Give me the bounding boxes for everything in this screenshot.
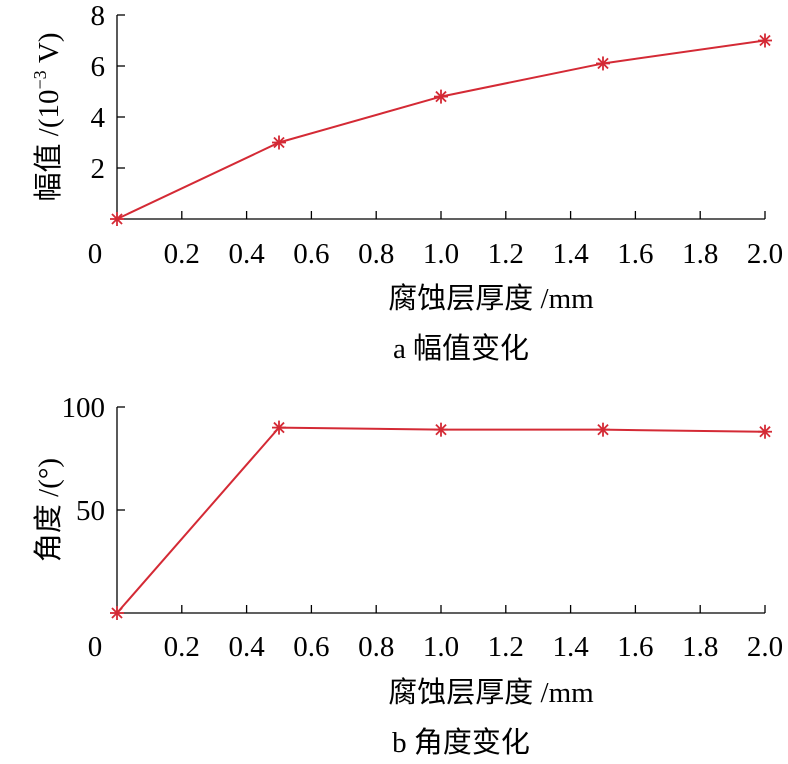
y-axis-label-suffix: V) — [33, 33, 65, 71]
x-tick-label: 0.8 — [358, 631, 394, 663]
x-tick-label: 1.2 — [488, 238, 524, 270]
y-tick-label: 100 — [62, 392, 106, 424]
x-tick-label: 0 — [88, 238, 103, 270]
x-tick-label: 1.6 — [617, 631, 653, 663]
data-point-marker — [110, 606, 124, 620]
marker-stroke — [111, 213, 123, 225]
x-axis-label: 腐蚀层厚度 /mm — [388, 282, 594, 315]
y-axis-label: 幅值 /(10−3 V) — [30, 33, 65, 202]
x-tick-label: 0.4 — [228, 238, 265, 270]
x-tick-label: 2.0 — [747, 238, 783, 270]
chart-a: 0 0.2 0.4 0.6 0.8 1.0 1.2 1.4 1.6 1.8 2.0 2 4 6 8 腐蚀层厚度… — [30, 0, 783, 365]
marker-stroke — [759, 34, 771, 47]
x-tick-label: 1.4 — [552, 631, 589, 663]
data-point-marker — [272, 135, 286, 150]
data-point-marker — [596, 56, 610, 71]
marker-stroke — [111, 607, 123, 619]
data-point-marker — [272, 420, 286, 435]
x-tick-label: 0.4 — [228, 631, 265, 663]
x-tick-label: 1.6 — [617, 238, 653, 270]
x-tick-label: 1.4 — [552, 238, 589, 270]
x-tick-label: 1.2 — [488, 631, 524, 663]
marker-stroke — [759, 426, 771, 438]
y-tick-label: 8 — [91, 0, 106, 32]
data-point-marker — [596, 422, 610, 437]
marker-stroke — [597, 57, 609, 70]
series-line — [116, 39, 766, 220]
data-point-marker — [758, 33, 772, 48]
y-axis-label: 角度 /(°) — [32, 458, 65, 562]
y-axis-label-prefix: 角度 /(°) — [32, 458, 65, 562]
x-axis-label: 腐蚀层厚度 /mm — [388, 676, 594, 709]
series-line — [116, 426, 766, 614]
x-tick-label: 1.8 — [682, 631, 718, 663]
x-tick-label: 0.6 — [293, 631, 329, 663]
x-tick-label: 0 — [88, 631, 103, 663]
marker-stroke — [273, 136, 285, 149]
y-tick-label: 2 — [91, 153, 106, 185]
x-tick-label: 2.0 — [747, 631, 783, 663]
y-axis-label-exponent: −3 — [30, 70, 50, 89]
x-tick-label: 0.2 — [164, 631, 200, 663]
marker-stroke — [435, 90, 447, 103]
marker-stroke — [273, 421, 285, 434]
x-tick-label: 1.0 — [423, 238, 459, 270]
x-tick-label: 1.0 — [423, 631, 459, 663]
x-tick-label: 0.8 — [358, 238, 394, 270]
marker-stroke — [597, 423, 609, 436]
x-tick-label: 0.2 — [164, 238, 200, 270]
chart-caption: a 幅值变化 — [393, 332, 529, 365]
x-tick-label: 0.6 — [293, 238, 329, 270]
y-tick-label: 50 — [76, 495, 105, 527]
marker-stroke — [435, 423, 447, 436]
chart-b: 0 0.2 0.4 0.6 0.8 1.0 1.2 1.4 1.6 1.8 2.0 50 100 腐蚀层厚… — [32, 392, 783, 759]
y-tick-label: 6 — [91, 51, 106, 83]
chart-caption: b 角度变化 — [392, 726, 530, 759]
y-axis-label-prefix: 幅值 /(10 — [32, 90, 65, 202]
y-tick-label: 4 — [91, 102, 106, 134]
data-point-marker — [110, 212, 124, 226]
x-tick-label: 1.8 — [682, 238, 718, 270]
data-point-marker — [434, 89, 448, 104]
data-point-marker — [434, 422, 448, 437]
data-point-marker — [758, 424, 772, 439]
